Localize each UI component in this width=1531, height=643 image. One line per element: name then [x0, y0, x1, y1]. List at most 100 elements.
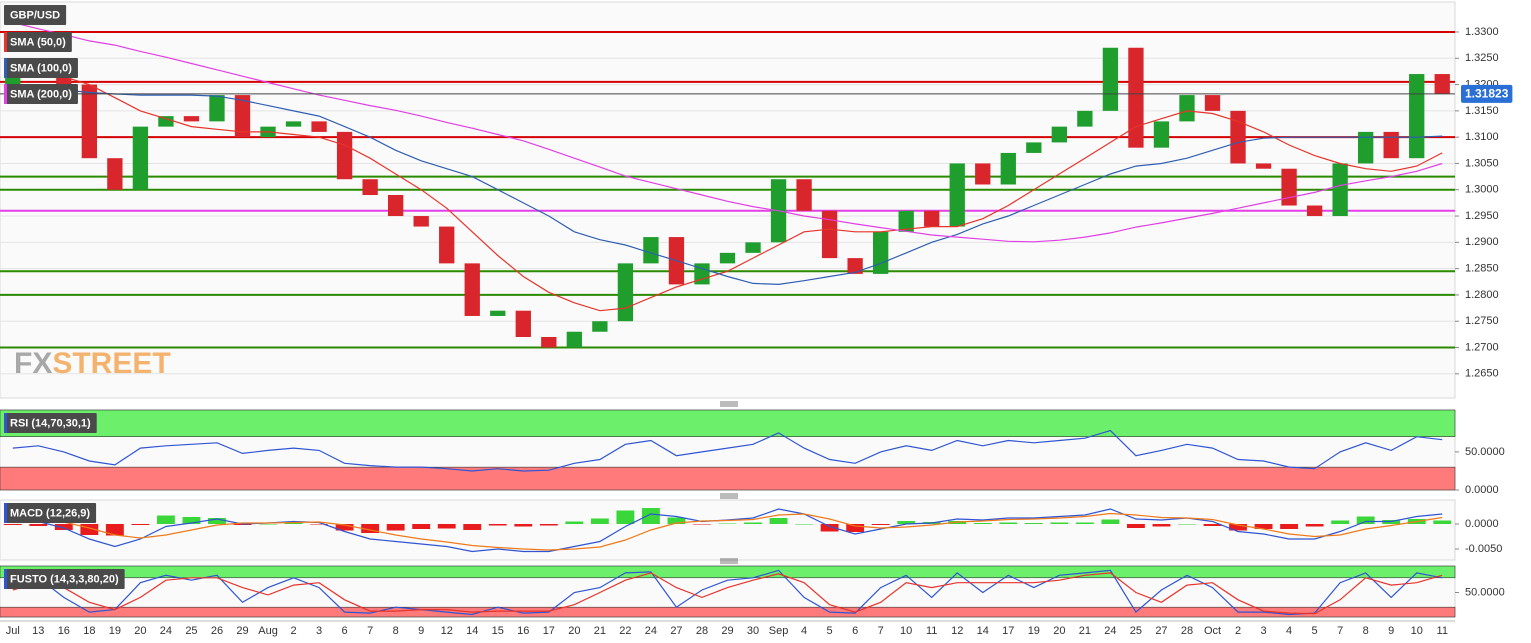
histogram-bar — [361, 524, 380, 533]
x-tick-label: 24 — [645, 625, 657, 637]
x-tick-label: Aug — [258, 625, 278, 637]
candle-body — [1179, 95, 1195, 122]
x-tick-label: 2 — [1235, 625, 1241, 637]
y-tick-label: 1.2700 — [1465, 341, 1499, 353]
histogram-bar — [488, 524, 507, 526]
histogram-bar — [1075, 522, 1094, 524]
histogram-bar — [29, 524, 48, 526]
series-line — [12, 68, 1443, 312]
x-tick-label: Sep — [769, 625, 789, 637]
x-tick-label: 4 — [1286, 625, 1292, 637]
candle-body — [158, 116, 174, 127]
candle-body — [362, 179, 378, 196]
candle-body — [1383, 131, 1399, 159]
x-tick-label: 17 — [543, 625, 555, 637]
histogram-bar — [641, 508, 660, 524]
candle-body — [1026, 142, 1042, 153]
candle-body — [643, 237, 659, 264]
legend-swatch — [4, 32, 7, 52]
macd-panel — [0, 499, 1456, 561]
candle-body — [847, 258, 863, 274]
y-tick-label: 0.0000 — [1465, 484, 1499, 496]
x-tick-label: Oct — [1204, 625, 1221, 637]
candle-body — [311, 121, 327, 132]
candle-body — [336, 131, 353, 180]
x-tick-label: Jul — [6, 625, 20, 637]
series-line — [12, 572, 1443, 615]
y-tick-label: 1.2950 — [1465, 210, 1499, 222]
x-tick-label: 24 — [160, 625, 172, 637]
candle-body — [490, 310, 506, 316]
x-tick-label: 16 — [517, 625, 529, 637]
y-tick-label: 1.3100 — [1465, 131, 1499, 143]
candle-body — [1409, 74, 1425, 159]
x-tick-label: 16 — [58, 625, 70, 637]
candle-body — [949, 163, 965, 227]
histogram-bar — [539, 524, 558, 526]
candle-body — [1102, 47, 1119, 111]
candle-body — [1434, 74, 1450, 95]
legend-label-box — [4, 84, 78, 104]
chart-title-box — [4, 5, 67, 25]
candle-body — [1332, 163, 1348, 217]
x-tick-label: 10 — [1411, 625, 1423, 637]
indicator-swatch — [4, 503, 7, 523]
candle-body — [1306, 205, 1323, 217]
histogram-bar — [284, 523, 303, 524]
candle-body — [5, 74, 21, 85]
x-tick-label: 29 — [721, 625, 733, 637]
x-tick-label: 8 — [1363, 625, 1369, 637]
x-tick-label: 8 — [393, 625, 399, 637]
watermark: STREET — [52, 347, 170, 380]
x-tick-label: 9 — [418, 625, 424, 637]
indicator-title: MACD (12,26,9) — [10, 507, 90, 519]
resize-handles[interactable] — [720, 401, 738, 564]
candle-body — [1153, 121, 1170, 148]
histogram-bar — [1356, 516, 1375, 524]
histogram-bar — [846, 524, 865, 532]
x-tick-label: 9 — [1388, 625, 1394, 637]
histogram-bar — [310, 524, 329, 525]
series-line — [12, 429, 1443, 472]
legend-label-box — [4, 58, 78, 78]
candle-body — [873, 231, 889, 274]
x-tick-label: 3 — [316, 625, 322, 637]
histogram-bar — [259, 524, 277, 525]
histogram-bar — [80, 524, 99, 535]
histogram-bar — [795, 524, 814, 525]
x-tick-label: 21 — [594, 625, 606, 637]
x-tick-label: 22 — [619, 625, 631, 637]
x-tick-label: 25 — [1130, 625, 1142, 637]
x-tick-label: 27 — [670, 625, 682, 637]
overbought-zone — [0, 409, 1456, 437]
x-tick-label: 28 — [696, 625, 708, 637]
legend-label: SMA (200,0) — [10, 88, 72, 100]
x-tick-label: 14 — [466, 625, 478, 637]
legend-swatch — [4, 84, 7, 104]
candle-body — [132, 126, 149, 190]
histogram-bar — [871, 524, 890, 525]
histogram-bar — [1024, 523, 1043, 524]
histogram-bar — [386, 524, 405, 531]
candle-body — [1128, 47, 1144, 148]
candle-body — [515, 310, 531, 337]
x-tick-label: 12 — [441, 625, 453, 637]
x-tick-label: 7 — [1337, 625, 1343, 637]
legend-label-box — [4, 32, 72, 52]
histogram-bar — [208, 518, 226, 524]
oversold-zone — [0, 466, 1456, 491]
x-tick-label: 14 — [977, 625, 989, 637]
y-tick-label: 1.3300 — [1465, 26, 1499, 38]
candle-body — [1230, 110, 1246, 164]
candle-body — [1358, 131, 1374, 164]
y-tick-label: 50.0000 — [1465, 446, 1505, 458]
x-tick-label: 20 — [134, 625, 146, 637]
y-tick-label: 1.3150 — [1465, 105, 1499, 117]
x-tick-label: 10 — [900, 625, 912, 637]
x-tick-label: 21 — [1079, 625, 1091, 637]
legend-swatch — [4, 58, 7, 78]
candle-body — [439, 226, 455, 264]
candle-body — [209, 95, 225, 122]
candle-body — [1204, 95, 1221, 111]
